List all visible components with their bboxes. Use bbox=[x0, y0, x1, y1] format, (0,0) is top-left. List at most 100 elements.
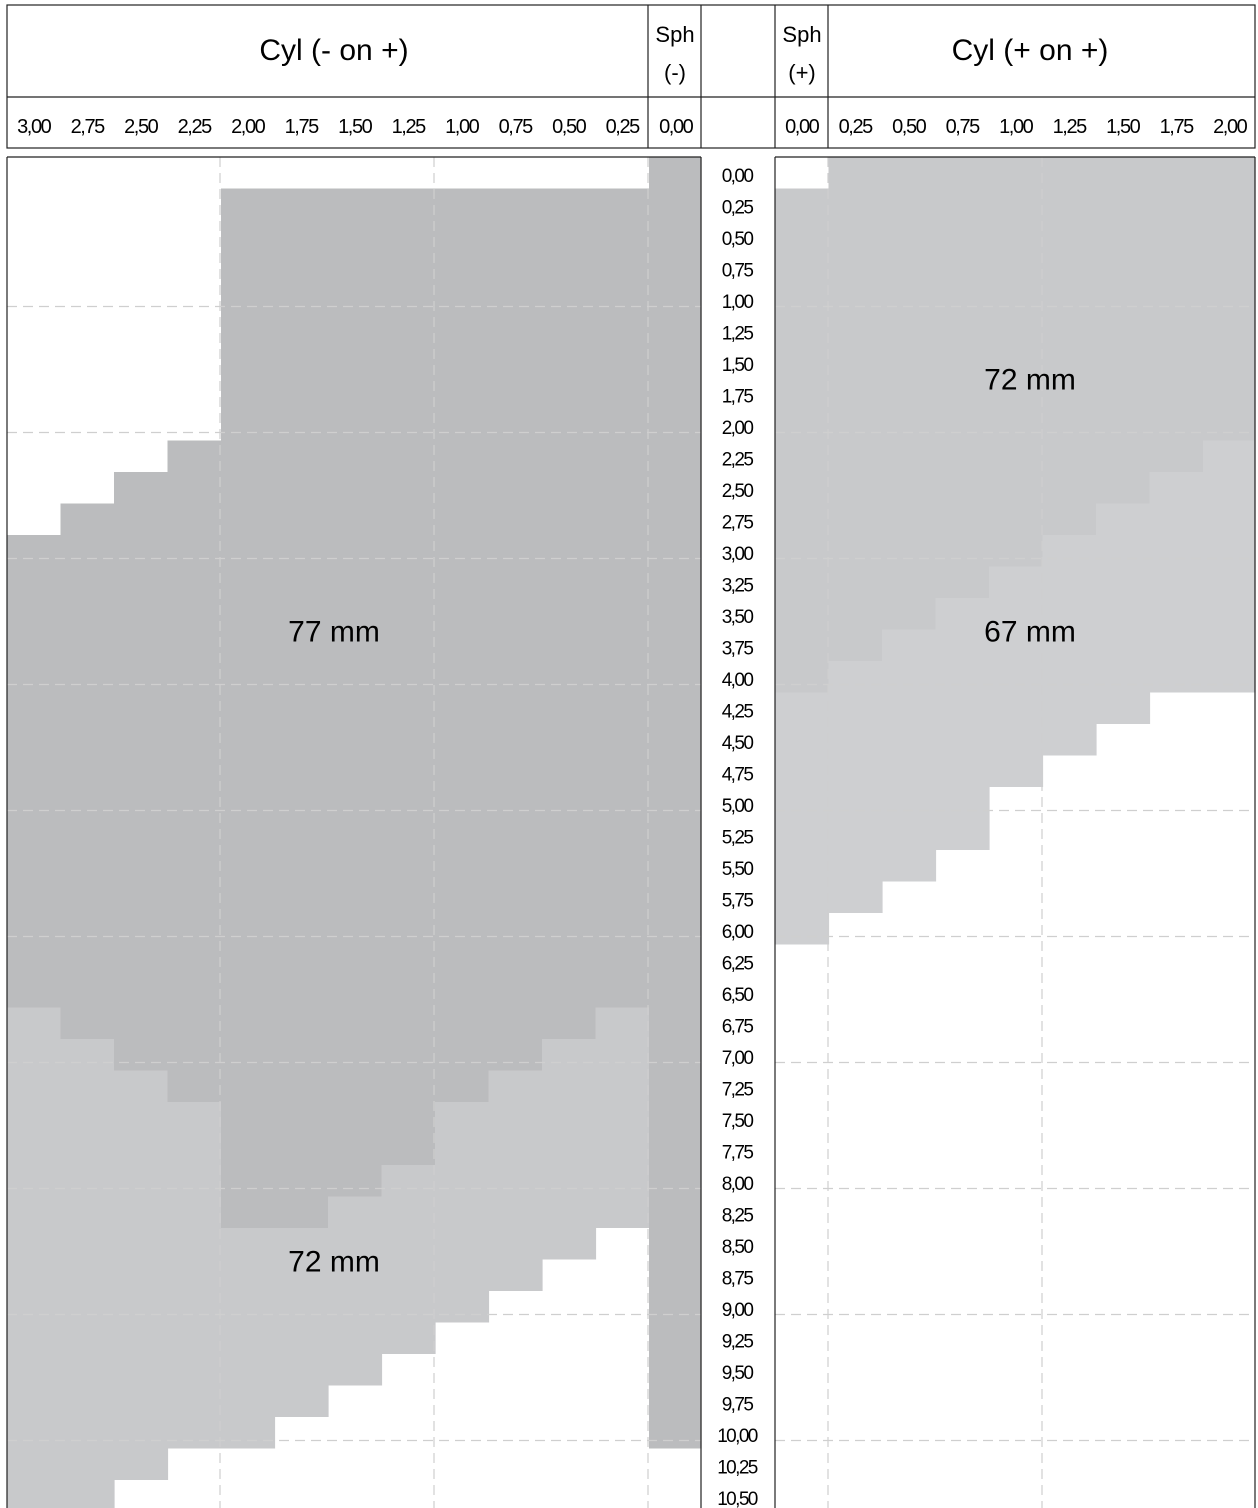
sph-tick-label: 4,25 bbox=[722, 702, 754, 723]
sph-tick-label: 0,75 bbox=[722, 261, 754, 282]
zone-77-cell bbox=[542, 188, 597, 1039]
cyl-tick-right: 1,00 bbox=[999, 116, 1034, 138]
cyl-tick-left: 1,75 bbox=[285, 116, 320, 138]
sph-tick-label: 6,50 bbox=[722, 985, 754, 1006]
cyl-tick-left: 3,00 bbox=[17, 116, 52, 138]
sph-tick-label: 2,25 bbox=[722, 450, 754, 471]
zone-72-cell bbox=[989, 157, 1044, 567]
zone-72-cell bbox=[595, 1007, 650, 1228]
sph-tick-label: 4,75 bbox=[722, 765, 754, 786]
cyl-tick-left: 1,25 bbox=[392, 116, 427, 138]
zone-fills bbox=[7, 157, 1256, 1508]
sph-tick-label: 8,25 bbox=[722, 1206, 754, 1227]
sph-tick-label: 10,25 bbox=[717, 1458, 758, 1479]
zone-77-cell bbox=[595, 188, 650, 1008]
sph-tick-label: 3,75 bbox=[722, 639, 754, 660]
zone-72-cell bbox=[1203, 157, 1256, 441]
sph-tick-label: 3,25 bbox=[722, 576, 754, 597]
zone-72-cell bbox=[7, 1007, 62, 1508]
zone-72-cell bbox=[435, 1102, 490, 1323]
zone-72-cell bbox=[381, 1165, 436, 1354]
sph-tick-label: 1,50 bbox=[722, 355, 754, 376]
zone-77-cell bbox=[167, 440, 222, 1102]
sph-tick-label: 5,75 bbox=[722, 891, 754, 912]
zone-72-cell bbox=[167, 1102, 222, 1449]
zone-72-cell bbox=[488, 1070, 543, 1291]
chart-text: Cyl (- on +) Cyl (+ on +) Sph (-) Sph (+) 3,00… bbox=[17, 22, 1249, 1508]
cyl-tick-left: 0,25 bbox=[606, 116, 641, 138]
sph-tick-label: 2,00 bbox=[722, 418, 754, 439]
sph-tick-label: 7,75 bbox=[722, 1143, 754, 1164]
zone-67-cell bbox=[989, 566, 1044, 787]
sph-tick-label: 5,50 bbox=[722, 859, 754, 880]
cyl-tick-left: 1,00 bbox=[445, 116, 480, 138]
cyl-tick-right: 1,25 bbox=[1053, 116, 1088, 138]
sph-tick-label: 0,25 bbox=[722, 198, 754, 219]
zone-77-cell bbox=[435, 188, 490, 1102]
cyl-tick-left: 0,50 bbox=[552, 116, 587, 138]
zone-72-cell bbox=[935, 157, 990, 598]
zone-77-cell bbox=[7, 535, 62, 1008]
header-frame bbox=[6, 4, 1256, 149]
sph-tick-label: 9,25 bbox=[722, 1332, 754, 1353]
cyl-tick-left: 2,00 bbox=[231, 116, 266, 138]
zone-72-cell bbox=[1042, 157, 1097, 535]
cyl-tick-right: 0,00 bbox=[785, 116, 820, 138]
sph-tick-label: 0,00 bbox=[722, 166, 754, 187]
sph-tick-label: 6,25 bbox=[722, 954, 754, 975]
zone-72-cell bbox=[828, 157, 883, 661]
zone-72-cell bbox=[328, 1196, 383, 1386]
sph-minus-label: Sph bbox=[655, 22, 694, 47]
zone-label: 77 mm bbox=[288, 616, 380, 649]
sph-tick-label: 7,00 bbox=[722, 1048, 754, 1069]
cyl-tick-right: 0,25 bbox=[839, 116, 874, 138]
sph-tick-label: 10,00 bbox=[717, 1426, 758, 1447]
zone-67-cell bbox=[1149, 472, 1204, 693]
zone-77-cell bbox=[114, 472, 169, 1071]
zone-67-cell bbox=[1042, 535, 1097, 756]
sph-tick-label: 4,50 bbox=[722, 733, 754, 754]
cyl-tick-left: 1,50 bbox=[338, 116, 373, 138]
zone-67-cell bbox=[775, 692, 830, 945]
zone-label: 72 mm bbox=[984, 364, 1076, 397]
table-frame bbox=[6, 4, 1256, 1508]
zone-77-cell bbox=[649, 157, 702, 1449]
sph-tick-label: 3,50 bbox=[722, 607, 754, 628]
zone-77-cell bbox=[274, 188, 329, 1228]
zone-67-cell bbox=[1096, 503, 1151, 724]
sph-tick-label: 2,50 bbox=[722, 481, 754, 502]
cyl-tick-right: 2,00 bbox=[1213, 116, 1248, 138]
right-cyl-title: Cyl (+ on +) bbox=[952, 34, 1109, 67]
sph-tick-label: 7,50 bbox=[722, 1111, 754, 1132]
zone-72-cell bbox=[775, 188, 830, 693]
zone-72-cell bbox=[221, 1228, 276, 1449]
zone-label: 72 mm bbox=[288, 1246, 380, 1279]
cyl-tick-left: 2,25 bbox=[178, 116, 213, 138]
cyl-tick-right: 1,50 bbox=[1106, 116, 1141, 138]
grid-lines bbox=[7, 157, 1255, 1508]
sph-tick-label: 9,50 bbox=[722, 1363, 754, 1384]
sph-tick-label: 6,00 bbox=[722, 922, 754, 943]
zone-77-cell bbox=[328, 188, 383, 1197]
zone-label: 67 mm bbox=[984, 616, 1076, 649]
sph-tick-label: 1,00 bbox=[722, 292, 754, 313]
sph-tick-label: 8,50 bbox=[722, 1237, 754, 1258]
cyl-tick-right: 0,50 bbox=[892, 116, 927, 138]
cyl-tick-left: 0,75 bbox=[499, 116, 534, 138]
zone-77-cell bbox=[60, 503, 115, 1039]
zone-72-cell bbox=[114, 1070, 169, 1480]
sph-tick-label: 0,50 bbox=[722, 229, 754, 250]
zone-67-cell bbox=[1203, 440, 1256, 693]
left-cyl-title: Cyl (- on +) bbox=[259, 34, 408, 67]
sph-tick-label: 9,00 bbox=[722, 1300, 754, 1321]
zone-67-cell bbox=[935, 598, 990, 850]
sph-tick-label: 6,75 bbox=[722, 1017, 754, 1038]
zone-72-cell bbox=[274, 1228, 329, 1417]
zone-72-cell bbox=[542, 1039, 597, 1260]
sph-tick-label: 1,75 bbox=[722, 387, 754, 408]
cyl-tick-right: 0,75 bbox=[946, 116, 981, 138]
sph-tick-label: 5,25 bbox=[722, 828, 754, 849]
zone-77-cell bbox=[381, 188, 436, 1165]
zone-77-cell bbox=[221, 188, 276, 1228]
